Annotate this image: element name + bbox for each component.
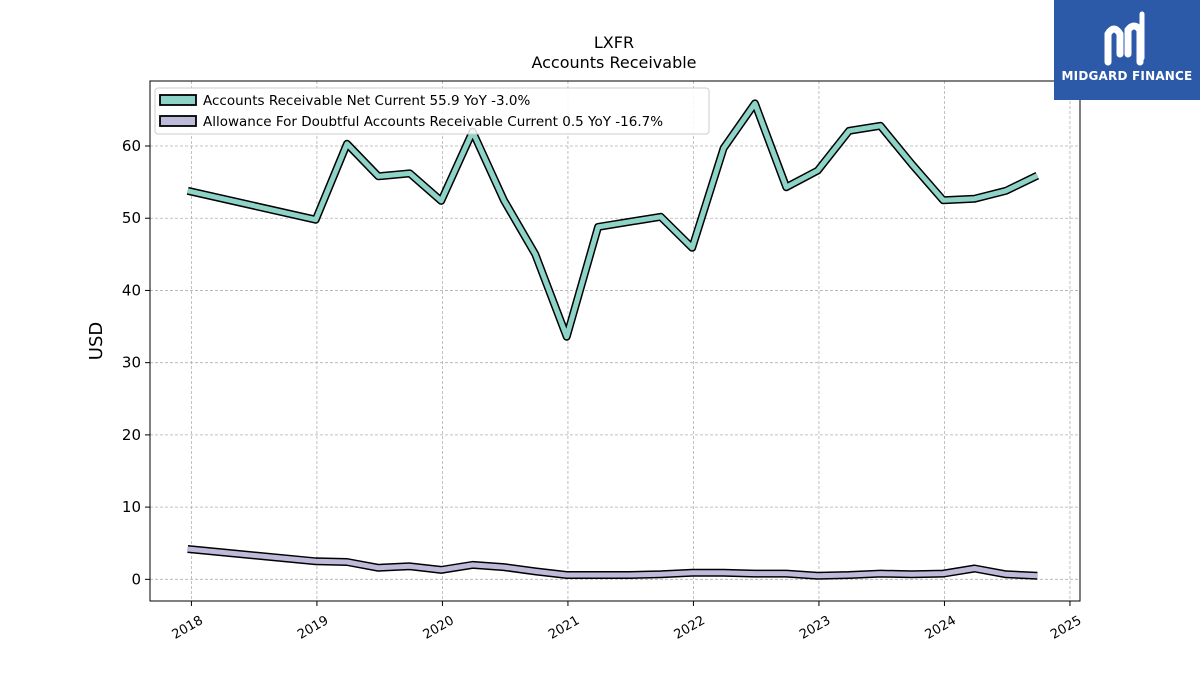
series-lines [186, 99, 1040, 580]
y-tick-label: 20 [122, 426, 141, 444]
x-tick-label: 2022 [672, 613, 708, 643]
legend-swatch-1 [159, 115, 197, 127]
legend-box [154, 87, 710, 135]
legend-label-1: Allowance For Doubtful Accounts Receivab… [203, 114, 663, 130]
y-tick-label: 50 [122, 209, 141, 227]
series-line-0 [187, 100, 1039, 340]
legend: Accounts Receivable Net Current 55.9 YoY… [154, 87, 710, 135]
y-tick-label: 30 [122, 354, 141, 372]
y-axis-label: USD [86, 322, 107, 360]
x-tick-label: 2021 [546, 613, 582, 643]
chart-title: LXFR [594, 33, 634, 52]
x-tick-label: 2024 [923, 613, 959, 643]
plot-frame [149, 80, 1081, 602]
axes: 0 10 20 30 40 50 60 2018 2019 2020 2021 2022 2023 202… [122, 137, 1084, 643]
chart-subtitle: Accounts Receivable [531, 53, 696, 72]
grid [150, 81, 1080, 601]
legend-swatch-0 [159, 94, 197, 106]
x-tick-label: 2025 [1048, 613, 1084, 643]
y-tick-label: 10 [122, 498, 141, 516]
series-line-1 [187, 546, 1038, 579]
brand-name: MIDGARD FINANCE [1061, 69, 1193, 83]
x-tick-label: 2023 [797, 613, 833, 643]
y-tick-label: 60 [122, 137, 141, 155]
midgard-logo-icon [1104, 11, 1145, 66]
y-tick-label: 0 [131, 570, 141, 588]
x-tick-label: 2018 [170, 613, 206, 643]
legend-label-0: Accounts Receivable Net Current 55.9 YoY… [203, 93, 530, 109]
x-tick-label: 2019 [295, 613, 331, 643]
y-tick-label: 40 [122, 281, 141, 299]
x-tick-label: 2020 [421, 613, 457, 643]
brand-logo: MIDGARD FINANCE [1054, 0, 1200, 100]
